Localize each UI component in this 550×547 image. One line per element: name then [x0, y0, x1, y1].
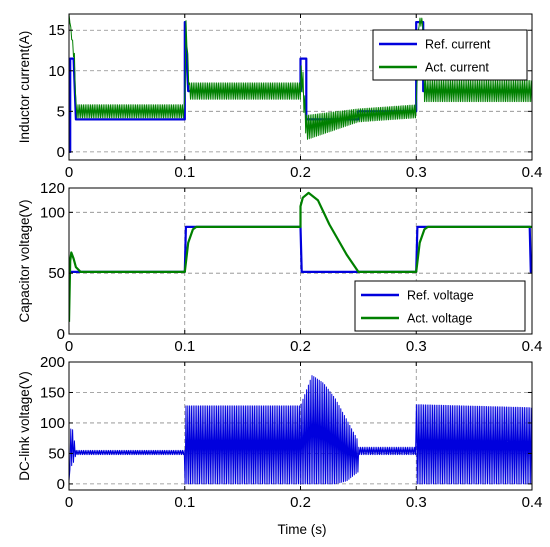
x-tick-label: 0.3 — [406, 338, 427, 355]
y-tick-label: 15 — [48, 22, 65, 39]
x-tick-label: 0 — [65, 164, 73, 181]
x-tick-label: 0.3 — [406, 494, 427, 511]
legend-entry: Act. voltage — [407, 312, 472, 326]
y-tick-label: 100 — [40, 415, 65, 432]
legend-entry: Ref. current — [425, 38, 491, 52]
y-tick-label: 0 — [57, 476, 65, 493]
x-tick-label: 0.4 — [522, 338, 543, 355]
y-tick-label: 200 — [40, 354, 65, 371]
x-tick-label: 0.2 — [290, 338, 311, 355]
inductor-current-chart: 0 0.1 0.2 0.3 0.4 0 5 10 15 Inductor current(A) Re… — [17, 13, 543, 181]
legend: Ref. voltage Act. voltage — [354, 280, 526, 332]
y-tick-label: 5 — [57, 103, 65, 120]
plot-area — [69, 14, 532, 153]
x-tick-label: 0.2 — [290, 494, 311, 511]
x-tick-label: 0 — [65, 494, 73, 511]
plot-area — [69, 375, 532, 485]
y-tick-label: 0 — [57, 144, 65, 161]
legend-box — [354, 280, 526, 332]
y-tick-label: 10 — [48, 63, 65, 80]
y-axis-label: Capacitor voltage(V) — [17, 199, 32, 322]
x-tick-label: 0.1 — [174, 494, 195, 511]
y-tick-label: 50 — [48, 445, 65, 462]
x-axis-label: Time (s) — [278, 522, 327, 537]
x-tick-label: 0.1 — [174, 338, 195, 355]
series-line-second — [69, 14, 532, 140]
x-tick-label: 0.4 — [522, 494, 543, 511]
legend: Ref. current Act. current — [372, 29, 528, 81]
series-line-first — [69, 21, 532, 153]
capacitor-voltage-chart: 0 0.1 0.2 0.3 0.4 0 50 100 120 Capacitor voltage(… — [17, 180, 542, 355]
y-tick-label: 120 — [40, 180, 65, 197]
y-tick-label: 100 — [40, 204, 65, 221]
x-tick-label: 0.1 — [174, 164, 195, 181]
dc-link-voltage-chart: 0 0.1 0.2 0.3 0.4 0 50 100 150 200 DC-link voltage… — [17, 354, 542, 511]
y-tick-label: 50 — [48, 265, 65, 282]
plot-area — [69, 191, 532, 322]
x-tick-label: 0.2 — [290, 164, 311, 181]
x-tick-label: 0.4 — [522, 164, 543, 181]
series-line-first — [69, 375, 532, 485]
x-tick-label: 0 — [65, 338, 73, 355]
legend-entry: Act. current — [425, 61, 489, 75]
series-line-first — [69, 225, 532, 273]
legend-entry: Ref. voltage — [407, 289, 474, 303]
y-axis-label: Inductor current(A) — [17, 31, 32, 144]
series-line-second — [69, 191, 532, 322]
x-tick-label: 0.3 — [406, 164, 427, 181]
y-axis-label: DC-link voltage(V) — [17, 371, 32, 481]
legend-box — [372, 29, 528, 81]
y-tick-label: 150 — [40, 384, 65, 401]
y-tick-label: 0 — [57, 326, 65, 343]
